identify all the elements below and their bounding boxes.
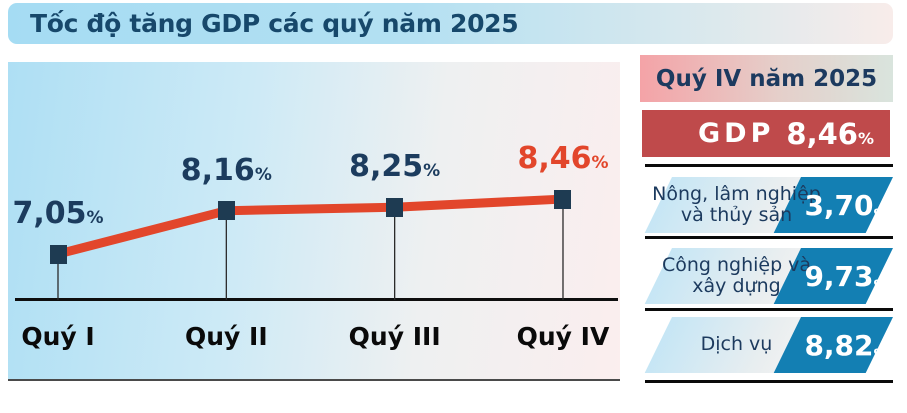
gdp-value: 8,46% xyxy=(786,117,874,151)
sector-label-agriculture: Nông, lâm nghiệp và thủy sản xyxy=(644,177,821,233)
sidebar-header-label: Quý IV năm 2025 xyxy=(655,65,878,92)
trend-line-svg xyxy=(56,194,564,300)
data-point-label: 8,16% xyxy=(181,154,272,187)
data-point-label: 8,46% xyxy=(517,142,608,175)
sector-label-line1: Nông, lâm nghiệp xyxy=(652,182,821,205)
separator-line xyxy=(645,236,893,239)
data-point-value: 8,16 xyxy=(180,152,255,188)
sector-value-number: 8,82 xyxy=(804,328,874,362)
x-axis-label: Quý I xyxy=(21,322,95,351)
data-point-label: 8,25% xyxy=(349,150,440,183)
page-title: Tốc độ tăng GDP các quý năm 2025 xyxy=(30,9,519,38)
sector-row-agriculture: Nông, lâm nghiệp và thủy sản 3,70% xyxy=(644,177,893,233)
sector-label-industry: Công nghiệp và xây dựng xyxy=(644,248,811,304)
x-axis-label: Quý II xyxy=(185,322,268,351)
chart-title-bar: Tốc độ tăng GDP các quý năm 2025 xyxy=(8,3,893,44)
data-point-marker xyxy=(49,244,67,264)
sector-row-services: Dịch vụ 8,82% xyxy=(644,317,893,373)
data-point-marker xyxy=(217,201,235,221)
sector-percent-sign: % xyxy=(873,276,890,295)
sector-row-industry: Công nghiệp và xây dựng 9,73% xyxy=(644,248,893,304)
sector-label-services: Dịch vụ xyxy=(644,317,801,373)
x-axis-label: Quý IV xyxy=(516,322,610,351)
gdp-value-percent-sign: % xyxy=(857,128,874,148)
data-point-percent-sign: % xyxy=(254,164,272,185)
gdp-value-number: 8,46 xyxy=(786,116,858,151)
data-point-value: 8,25 xyxy=(349,149,424,185)
gdp-line-chart: 7,05% Quý I 8,16% Quý II 8,25% Quý III 8,46% Qu… xyxy=(8,62,620,381)
gdp-summary-bar: GDP 8,46% xyxy=(642,110,890,157)
data-point-marker xyxy=(386,197,404,217)
separator-line xyxy=(645,380,893,383)
separator-line xyxy=(645,308,893,311)
data-point-marker xyxy=(554,189,572,209)
gdp-label: GDP xyxy=(698,118,775,149)
sector-label-line1: Công nghiệp và xyxy=(661,253,812,276)
sector-value-number: 3,70 xyxy=(804,188,874,222)
sector-percent-sign: % xyxy=(873,205,890,224)
sector-label-line2: xây dựng xyxy=(692,275,781,297)
sidebar-header: Quý IV năm 2025 xyxy=(640,55,893,102)
separator-line xyxy=(645,164,893,167)
x-axis-label: Quý III xyxy=(348,322,441,351)
data-point-percent-sign: % xyxy=(423,161,441,182)
data-point-percent-sign: % xyxy=(591,153,609,174)
data-point-value: 8,46 xyxy=(517,141,592,177)
trend-line xyxy=(56,194,564,259)
sector-value-number: 9,73 xyxy=(804,259,874,293)
data-point-label: 7,05% xyxy=(12,197,103,230)
sector-label-line1: Dịch vụ xyxy=(700,333,773,356)
sector-label-line2: và thủy sản xyxy=(680,204,793,226)
data-point-value: 7,05 xyxy=(12,196,87,232)
chart-plot-area: 7,05% Quý I 8,16% Quý II 8,25% Quý III 8,46% Qu… xyxy=(8,62,620,381)
x-axis-line xyxy=(15,298,618,301)
sector-percent-sign: % xyxy=(873,345,890,364)
data-point-percent-sign: % xyxy=(86,208,104,229)
